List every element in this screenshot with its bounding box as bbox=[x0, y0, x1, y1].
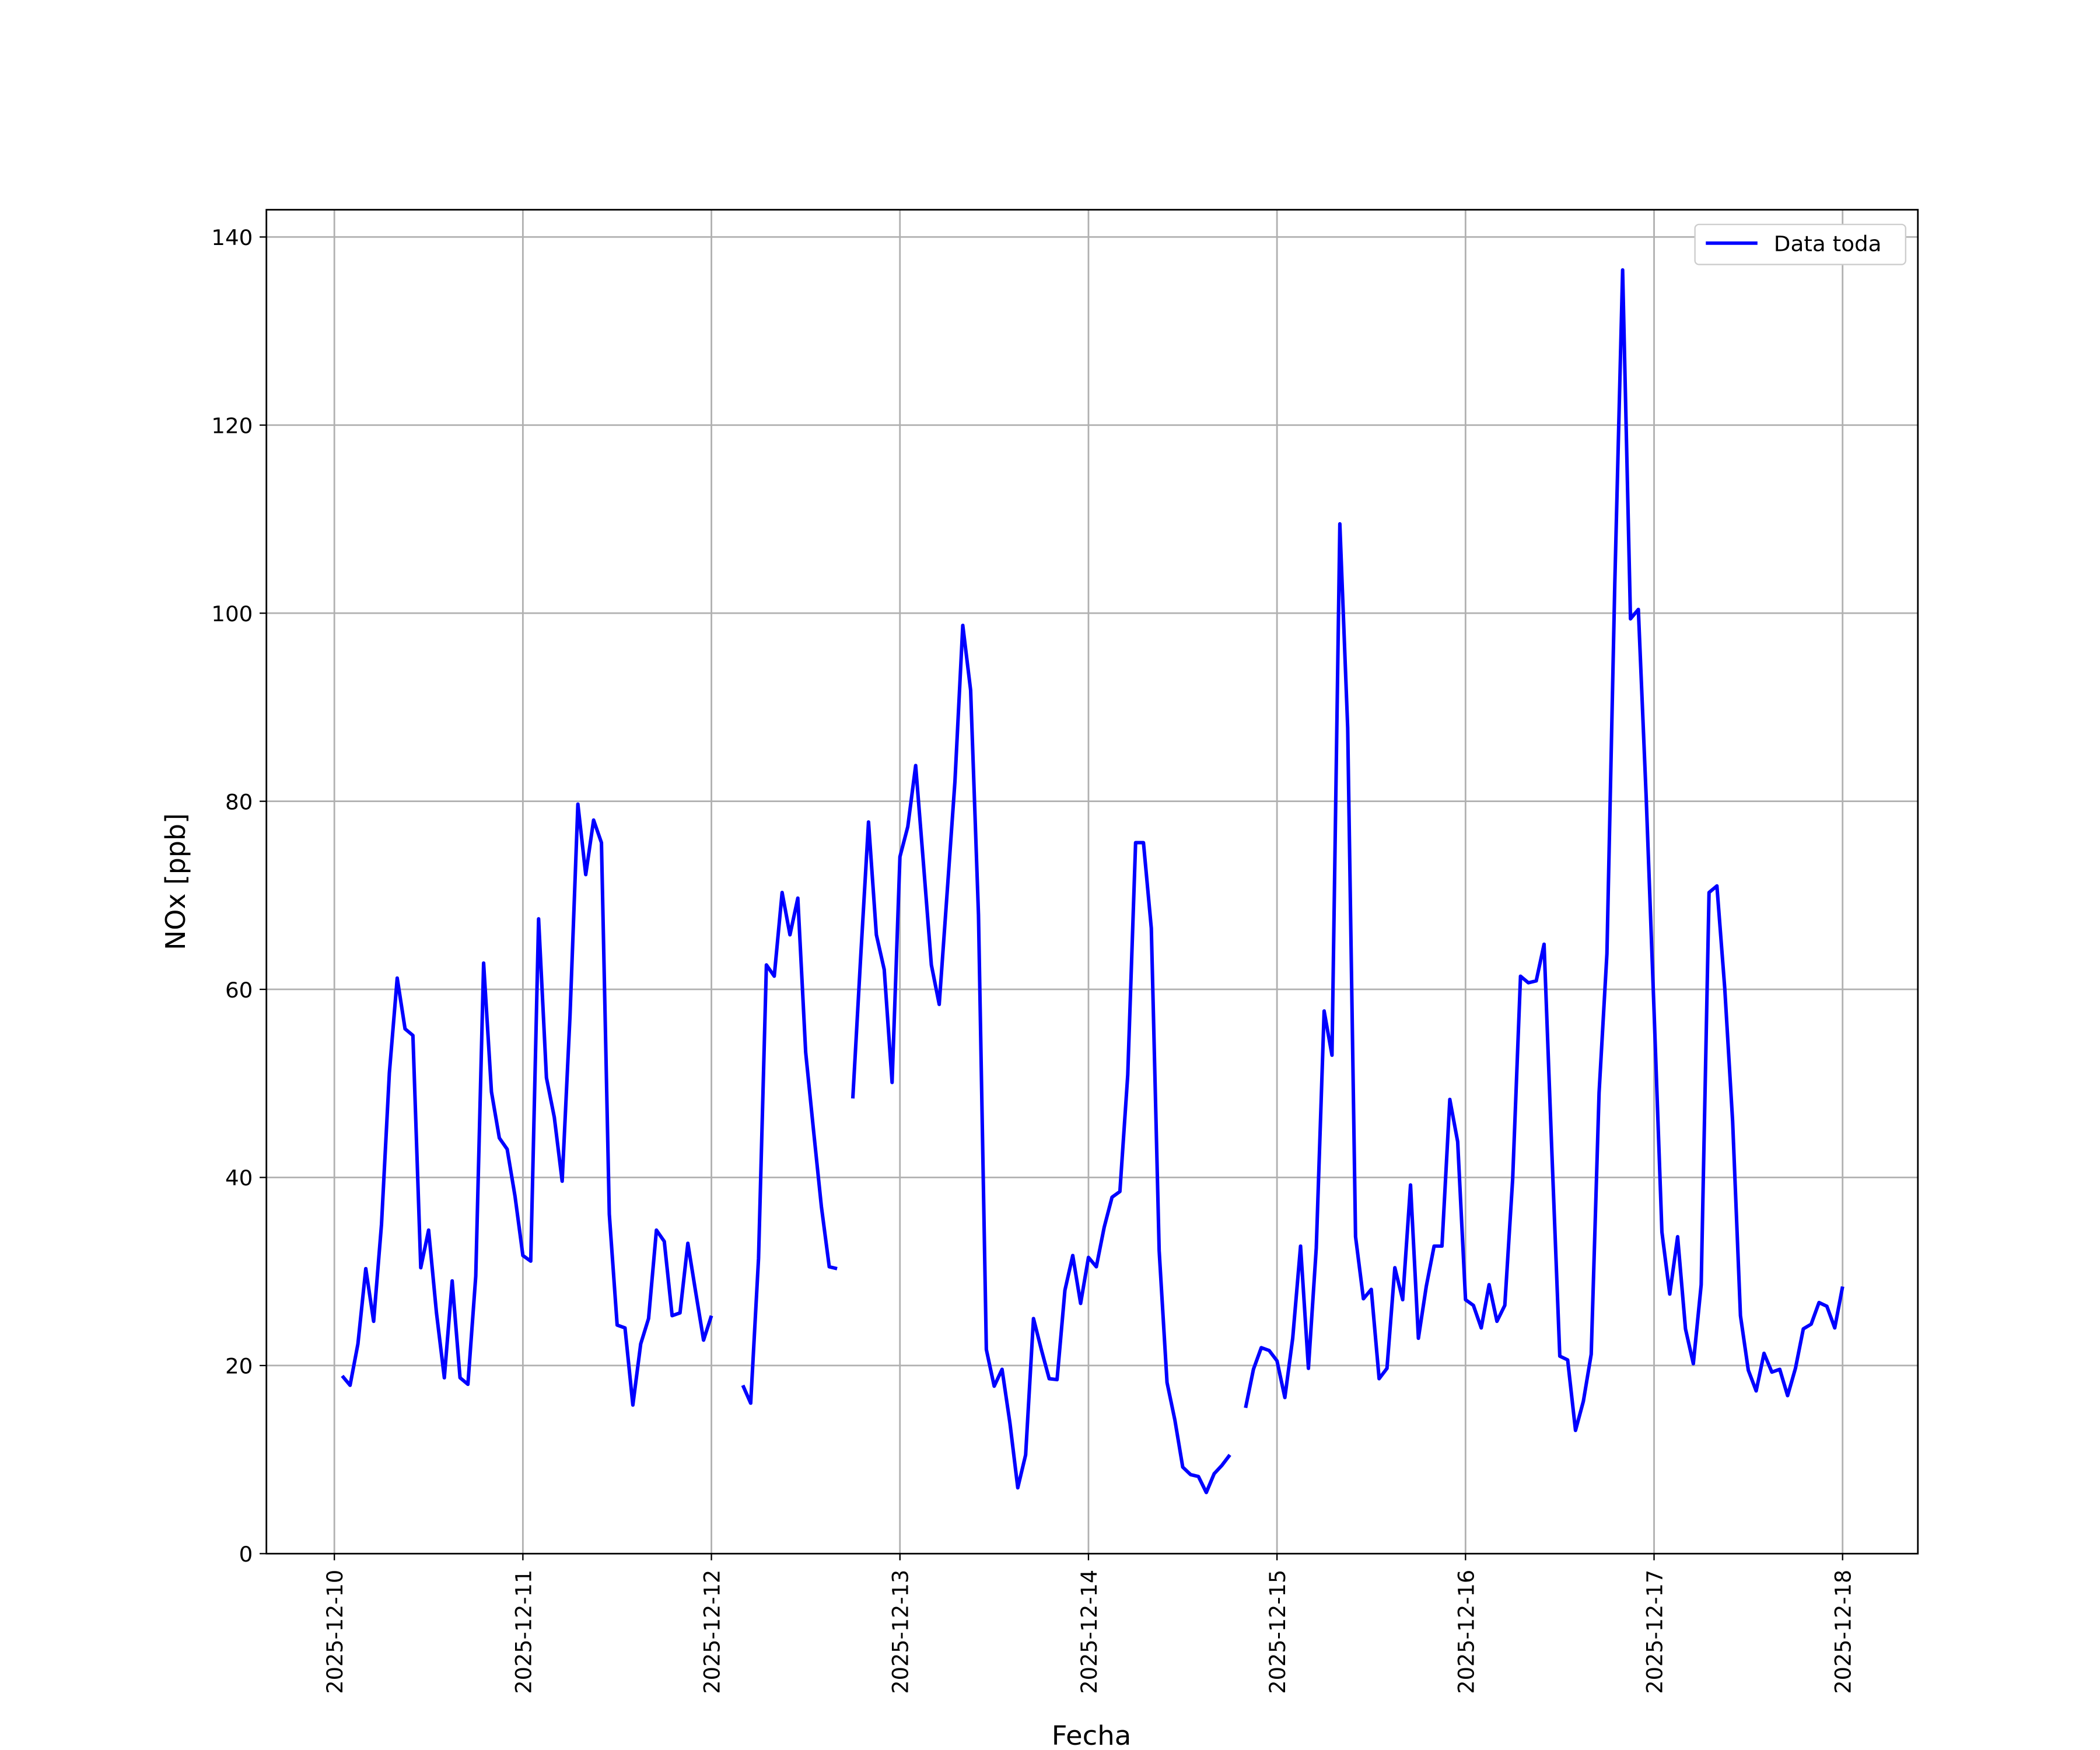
y-axis-label: NOx [ppb] bbox=[160, 813, 191, 950]
y-tick-label: 140 bbox=[211, 225, 253, 250]
y-tick-label: 80 bbox=[225, 790, 253, 815]
legend-box bbox=[1694, 223, 1906, 265]
x-tick-label: 2025-12-16 bbox=[1454, 1570, 1479, 1694]
legend: Data toda bbox=[1694, 223, 1906, 265]
x-tick-label: 2025-12-18 bbox=[1831, 1570, 1856, 1694]
x-axis-label: Fecha bbox=[1052, 1720, 1132, 1750]
y-tick-label: 120 bbox=[211, 414, 253, 439]
x-tick-label: 2025-12-15 bbox=[1265, 1570, 1290, 1694]
y-tick-label: 100 bbox=[211, 601, 253, 626]
x-tick-label: 2025-12-12 bbox=[699, 1570, 724, 1694]
y-tick-label: 20 bbox=[225, 1354, 253, 1379]
y-tick-label: 60 bbox=[225, 978, 253, 1003]
x-tick-label: 2025-12-17 bbox=[1642, 1570, 1667, 1694]
x-tick-label: 2025-12-11 bbox=[511, 1570, 536, 1694]
legend-label: Data toda bbox=[1774, 232, 1882, 257]
y-tick-label: 0 bbox=[239, 1542, 253, 1567]
y-tick-label: 40 bbox=[225, 1166, 253, 1191]
data-line bbox=[341, 268, 1845, 1494]
x-tick-label: 2025-12-14 bbox=[1077, 1570, 1102, 1694]
x-tick-label: 2025-12-13 bbox=[888, 1570, 913, 1694]
plot-frame bbox=[265, 209, 1919, 1555]
x-tick-label: 2025-12-10 bbox=[323, 1570, 348, 1694]
